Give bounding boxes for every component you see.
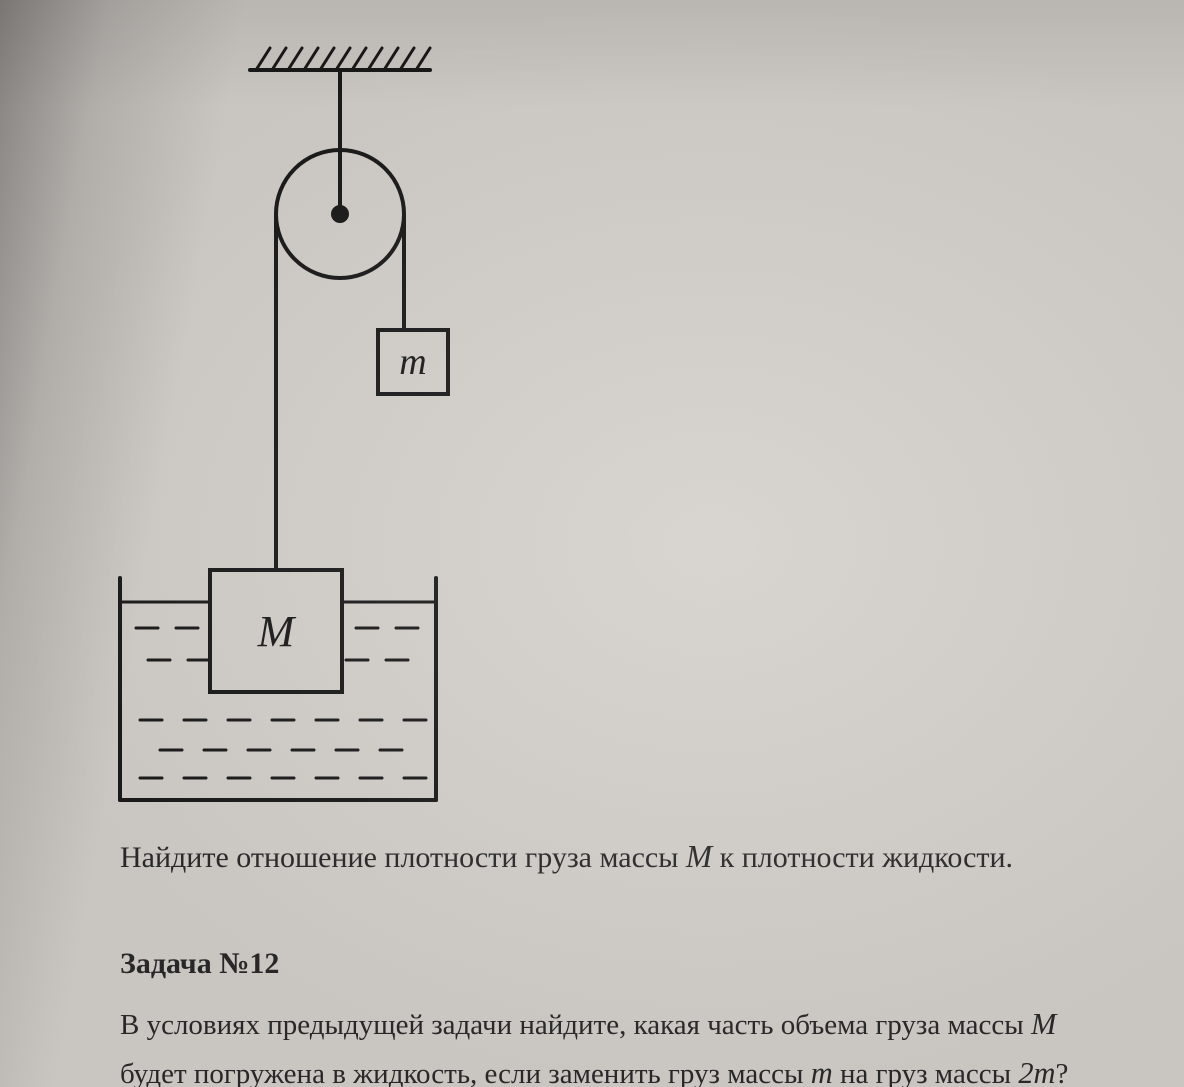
label-M: M: [257, 607, 297, 656]
problem-heading: Задача №12: [120, 940, 1144, 988]
q2-l2a: будет погружена в жидкость, если заменит…: [120, 1058, 811, 1087]
q1-suffix: к плотности жидкости.: [712, 841, 1013, 874]
q1-var-M: M: [686, 839, 712, 874]
physics-diagram: m M: [60, 30, 500, 820]
q1-prefix: Найдите отношение плотности груза массы: [120, 841, 686, 874]
q2-var-2m: 2m: [1018, 1056, 1055, 1087]
q2-var-M: M: [1031, 1007, 1056, 1041]
question-2: В условиях предыдущей задачи найдите, ка…: [120, 1000, 1144, 1087]
question-1: Найдите отношение плотности груза массы …: [120, 832, 1144, 882]
q2-l2c: на груз массы: [833, 1058, 1019, 1087]
pulley-axle: [333, 207, 347, 221]
label-m: m: [399, 341, 426, 383]
page: m M Найдите отношение плотности груза ма…: [0, 0, 1184, 1087]
q2-l1a: В условиях предыдущей задачи найдите, ка…: [120, 1009, 1031, 1041]
q2-l2e: ?: [1056, 1058, 1069, 1087]
q2-var-m: m: [811, 1056, 833, 1087]
ceiling-hatching: [256, 48, 430, 70]
